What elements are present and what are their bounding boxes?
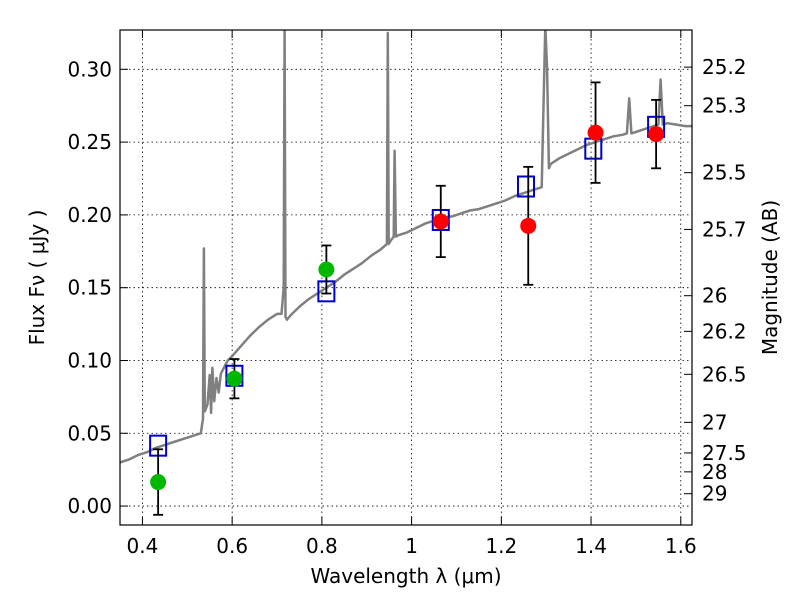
y2-tick-label: 25.7: [702, 217, 747, 241]
y-tick-label: 0.20: [67, 203, 112, 227]
y2-tick-label: 27: [702, 410, 727, 434]
y2-tick-label: 25.2: [702, 55, 747, 79]
ir-photometry-point: [432, 213, 449, 230]
y2-tick-label: 29: [702, 482, 727, 506]
y2-tick-label: 28: [702, 460, 727, 484]
ir-photometry-point: [587, 124, 604, 141]
y2-tick-label: 26.5: [702, 362, 747, 386]
axis-labels: 0.4 0.6 0.8 1 1.2 1.4 1.6 0.00 0.05 0.10 0.15 0.20 0…: [25, 55, 782, 588]
x-tick-label: 0.4: [127, 534, 159, 558]
model-photometry-square: [517, 175, 536, 198]
model-spectrum-line: [120, 30, 692, 464]
hst-photometry-point: [226, 370, 243, 387]
plot-frame: [119, 29, 693, 526]
x-tick-label: 1.4: [575, 534, 607, 558]
y2-axis-label: Magnitude (AB): [758, 200, 782, 355]
x-axis-label: Wavelength λ (μm): [310, 564, 501, 588]
x-tick-label: 0.8: [306, 534, 338, 558]
hst-photometry-point: [318, 261, 335, 278]
x-tick-label: 1.2: [485, 534, 517, 558]
grid-lines: [120, 30, 692, 525]
y-tick-label: 0.00: [67, 494, 112, 518]
y-tick-label: 0.15: [67, 276, 112, 300]
y2-tick-label: 25.3: [702, 94, 747, 118]
y-tick-label: 0.05: [67, 421, 112, 445]
y2-tick-label: 25.5: [702, 161, 747, 185]
y2-tick-label: 26.2: [702, 319, 747, 343]
hst-photometry-point: [150, 474, 167, 491]
x-tick-label: 1: [405, 534, 418, 558]
x-tick-label: 0.6: [216, 534, 248, 558]
y-tick-label: 0.25: [67, 130, 112, 154]
ir-photometry-point: [520, 217, 537, 234]
ir-photometry-point: [648, 126, 665, 143]
axis-ticks: [120, 30, 692, 525]
y-tick-label: 0.30: [67, 57, 112, 81]
x-tick-label: 1.6: [665, 534, 697, 558]
y2-tick-label: 27.5: [702, 441, 747, 465]
y-tick-label: 0.10: [67, 348, 112, 372]
y2-tick-label: 26: [702, 284, 727, 308]
plot-area: [120, 30, 692, 516]
y-axis-label: Flux Fν ( μJy ): [25, 210, 49, 346]
